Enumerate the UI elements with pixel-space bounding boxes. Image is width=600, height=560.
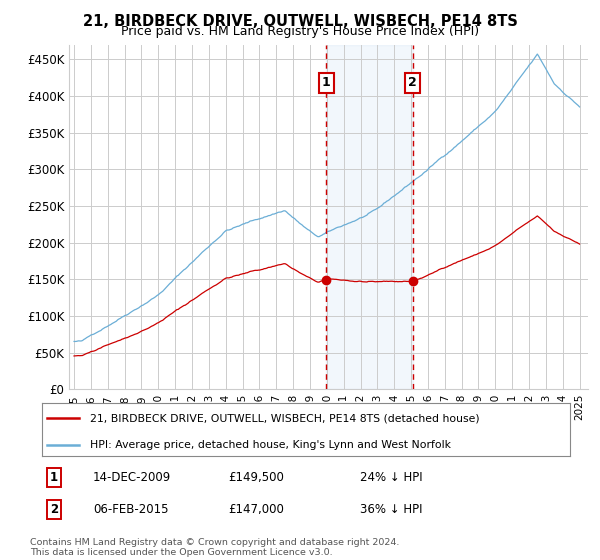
- Text: Contains HM Land Registry data © Crown copyright and database right 2024.
This d: Contains HM Land Registry data © Crown c…: [30, 538, 400, 557]
- Text: £147,000: £147,000: [228, 503, 284, 516]
- Text: 21, BIRDBECK DRIVE, OUTWELL, WISBECH, PE14 8TS: 21, BIRDBECK DRIVE, OUTWELL, WISBECH, PE…: [83, 14, 517, 29]
- Text: £149,500: £149,500: [228, 470, 284, 484]
- Bar: [326, 45, 413, 389]
- Text: 1: 1: [322, 76, 331, 90]
- Text: 24% ↓ HPI: 24% ↓ HPI: [360, 470, 422, 484]
- Text: 21, BIRDBECK DRIVE, OUTWELL, WISBECH, PE14 8TS (detached house): 21, BIRDBECK DRIVE, OUTWELL, WISBECH, PE…: [89, 413, 479, 423]
- Text: 2: 2: [50, 503, 58, 516]
- Text: 36% ↓ HPI: 36% ↓ HPI: [360, 503, 422, 516]
- Text: 2: 2: [408, 76, 417, 90]
- Text: 14-DEC-2009: 14-DEC-2009: [93, 470, 171, 484]
- Text: 1: 1: [50, 470, 58, 484]
- Text: 06-FEB-2015: 06-FEB-2015: [93, 503, 169, 516]
- Text: Price paid vs. HM Land Registry's House Price Index (HPI): Price paid vs. HM Land Registry's House …: [121, 25, 479, 38]
- Text: HPI: Average price, detached house, King's Lynn and West Norfolk: HPI: Average price, detached house, King…: [89, 440, 451, 450]
